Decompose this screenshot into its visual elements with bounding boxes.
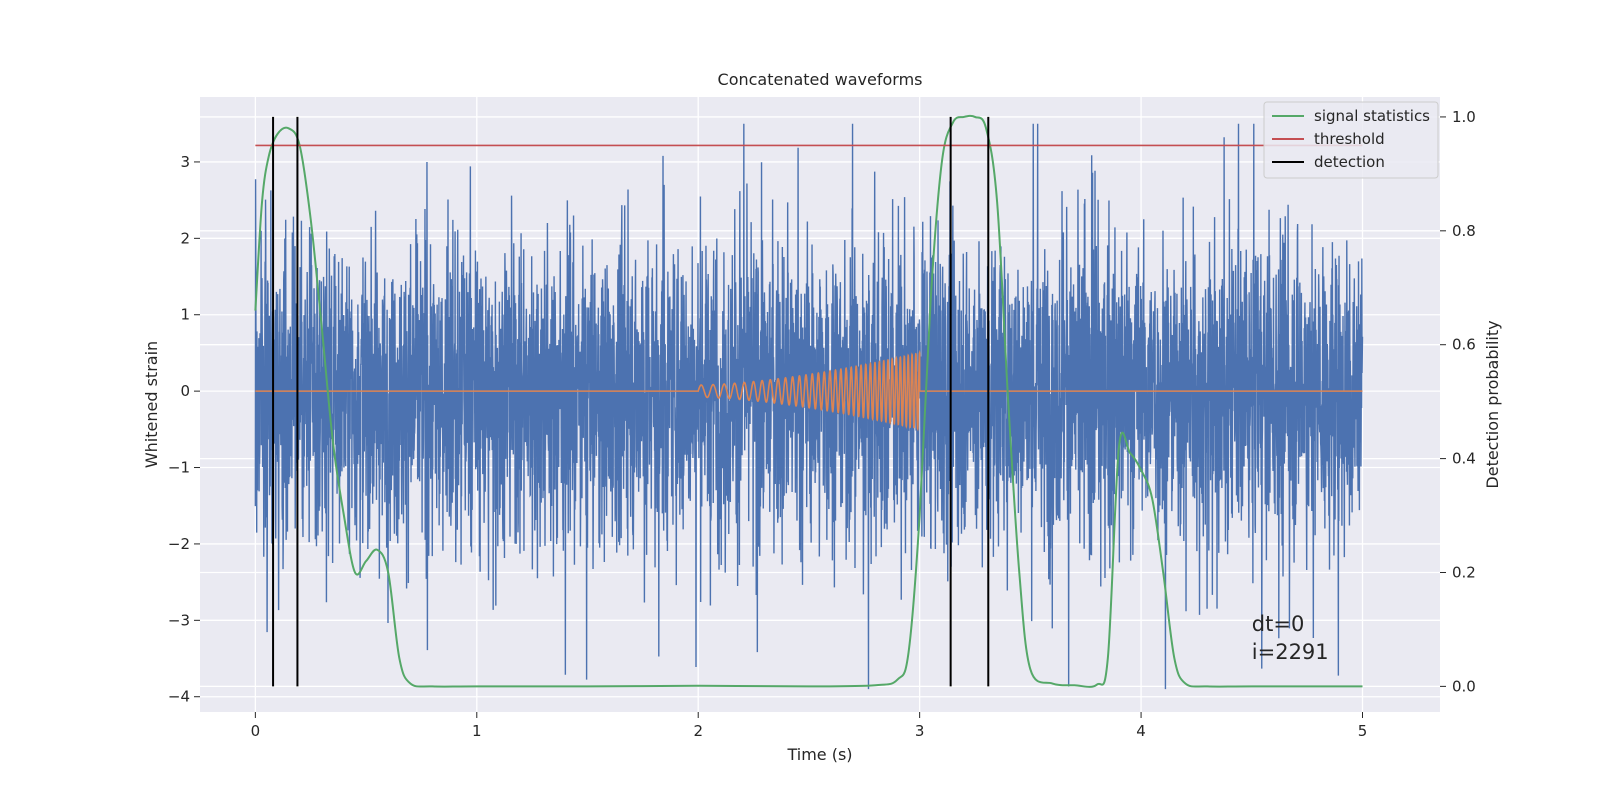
noise-waveform-layer — [254, 123, 1364, 690]
y2-tick-label: 0.0 — [1452, 677, 1476, 695]
x-tick-label: 4 — [1136, 722, 1146, 740]
legend-label: detection — [1314, 153, 1385, 171]
x-tick-label: 2 — [693, 722, 703, 740]
y2-axis-label: Detection probability — [1483, 320, 1502, 488]
annotation-i: i=2291 — [1252, 640, 1329, 664]
y-tick-label: −1 — [168, 459, 190, 477]
noise-waveform — [254, 123, 1364, 690]
chirp-waveform-layer — [255, 349, 1363, 432]
y-tick-label: 2 — [180, 229, 190, 247]
y2-tick-label: 0.4 — [1452, 450, 1476, 468]
annotation-dt: dt=0 — [1252, 612, 1305, 636]
x-tick-label: 0 — [251, 722, 261, 740]
x-axis-label: Time (s) — [786, 745, 852, 764]
axes: 0 1 2 3 4 5 −4 −3 −2 −1 0 1 2 3 0.0 0.2 0.4 0.6 0.8 1.0 — [168, 108, 1476, 740]
y-tick-label: −4 — [168, 688, 190, 706]
chirp-waveform — [255, 349, 1363, 432]
right-axis-series — [254, 114, 1363, 688]
y-tick-label: −3 — [168, 611, 190, 629]
y2-tick-label: 0.8 — [1452, 222, 1476, 240]
y-tick-label: 0 — [180, 382, 190, 400]
x-tick-label: 5 — [1358, 722, 1368, 740]
signal-statistics-line — [254, 114, 1363, 688]
y-tick-label: 3 — [180, 153, 190, 171]
y2-tick-label: 1.0 — [1452, 108, 1476, 126]
y-tick-label: 1 — [180, 306, 190, 324]
y2-tick-label: 0.6 — [1452, 336, 1476, 354]
x-tick-label: 3 — [915, 722, 925, 740]
y2-tick-label: 0.2 — [1452, 563, 1476, 581]
x-tick-label: 1 — [472, 722, 482, 740]
legend: signal statistics threshold detection — [1263, 101, 1439, 179]
legend-label: threshold — [1314, 130, 1385, 148]
legend-box — [1263, 101, 1439, 179]
chart-title: Concatenated waveforms — [718, 70, 923, 89]
legend-label: signal statistics — [1314, 107, 1430, 125]
y-tick-label: −2 — [168, 535, 190, 553]
y-axis-label: Whitened strain — [142, 341, 161, 468]
